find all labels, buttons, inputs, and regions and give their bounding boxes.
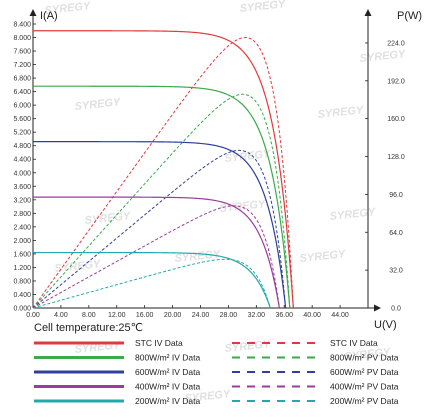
left-tick-label: 8.000 [13,35,31,42]
left-tick-label: 5.600 [13,116,31,123]
iv-curve [33,251,271,309]
watermark-text: SYREGY [239,0,288,15]
left-tick-label: 6.800 [13,76,31,83]
left-tick-label: 4.400 [13,157,31,164]
left-tick-label: 4.800 [13,143,31,150]
left-axis-arrow [29,9,37,16]
left-tick-label: 0.800 [13,278,31,285]
watermark-text: SYREGY [317,104,366,121]
watermark-text: SYREGY [84,210,133,227]
x-axis-label: U(V) [374,319,397,331]
left-tick-label: 1.600 [13,251,31,258]
legend-pv-label: 800W/m² PV Data [330,353,399,363]
watermark-text: SYREGY [329,206,378,223]
watermark-text: SYREGY [219,198,268,215]
left-axis-label: I(A) [40,10,58,22]
x-tick-label: 32.00 [248,312,266,319]
x-axis-arrow [374,304,381,312]
pv-curve [32,205,280,309]
left-tick-label: 3.200 [13,197,31,204]
x-tick-label: 0.00 [26,312,40,319]
watermark-text: SYREGY [224,338,273,355]
x-tick-label: 20.00 [164,312,182,319]
watermark-text: SYREGY [54,258,103,275]
iv-curve [33,85,291,309]
right-tick-label: 64.0 [389,230,403,237]
x-tick-label: 8.00 [82,312,96,319]
right-tick-label: 96.0 [389,192,403,199]
left-tick-label: 7.200 [13,62,31,69]
left-tick-label: 4.000 [13,170,31,177]
watermark-text: SYREGY [359,48,408,65]
legend-iv-label: 800W/m² IV Data [135,353,200,363]
legend-pv-label: 400W/m² PV Data [330,382,399,392]
watermark-text: SYREGY [74,96,123,113]
watermark-layer: SYREGY SYREGY SYREGY SYREGY SYREGY SYREGY SYRE… [44,0,408,405]
iv-curve [33,196,280,309]
cell-temperature-note: Cell temperature:25℃ [34,322,143,334]
x-tick-label: 12.00 [108,312,126,319]
legend: STC IV Data STC IV Data 800W/m² IV Data 800… [34,338,399,406]
legend-pv-label: 200W/m² PV Data [330,396,399,406]
left-tick-label: 0.400 [13,292,31,299]
right-axis-arrow [364,9,372,16]
x-tick-label: 40.00 [303,312,321,319]
right-tick-label: 0.0 [391,306,401,313]
watermark-text: SYREGY [299,248,348,265]
x-tick-label: 36.00 [275,312,293,319]
x-tick-label: 24.00 [192,312,210,319]
right-tick-label: 224.0 [387,40,405,47]
pv-curve [32,93,291,309]
legend-iv-label: 200W/m² IV Data [135,396,200,406]
legend-pv-label: STC IV Data [330,338,378,348]
left-tick-label: 1.200 [13,265,31,272]
watermark-text: SYREGY [44,0,93,17]
left-tick-label: 5.200 [13,130,31,137]
x-tick-label: 16.00 [136,312,154,319]
pv-curve [32,258,271,309]
watermark-text: SYREGY [174,248,223,265]
x-tick-label: 4.00 [54,312,68,319]
left-tick-label: 0.000 [13,306,31,313]
right-axis-label: P(W) [397,10,422,22]
left-tick-label: 6.000 [13,103,31,110]
right-tick-label: 32.0 [389,268,403,275]
legend-iv-label: 600W/m² IV Data [135,367,200,377]
series-layer [32,30,294,309]
watermark-text: SYREGY [184,388,233,405]
left-tick-label: 2.000 [13,238,31,245]
legend-iv-label: 400W/m² IV Data [135,382,200,392]
watermark-text: SYREGY [224,148,273,165]
iv-curve [33,30,294,309]
left-tick-label: 2.800 [13,211,31,218]
x-tick-label: 28.00 [220,312,238,319]
x-tick-label: 44.00 [331,312,349,319]
watermark-text: SYREGY [344,346,393,363]
right-tick-label: 192.0 [387,78,405,85]
legend-pv-label: 600W/m² PV Data [330,367,399,377]
left-tick-label: 8.400 [13,22,31,29]
legend-iv-label: STC IV Data [135,338,183,348]
pv-curve [32,36,294,309]
iv-curve [33,141,287,309]
pv-curve [32,149,287,309]
axes: 0.000 0.400 0.800 1.200 1.600 2.000 2.400 2.800… [13,9,405,319]
left-tick-label: 7.600 [13,49,31,56]
left-tick-label: 2.400 [13,224,31,231]
right-tick-label: 160.0 [387,116,405,123]
left-tick-label: 3.600 [13,184,31,191]
left-tick-label: 6.400 [13,89,31,96]
right-tick-label: 128.0 [387,154,405,161]
